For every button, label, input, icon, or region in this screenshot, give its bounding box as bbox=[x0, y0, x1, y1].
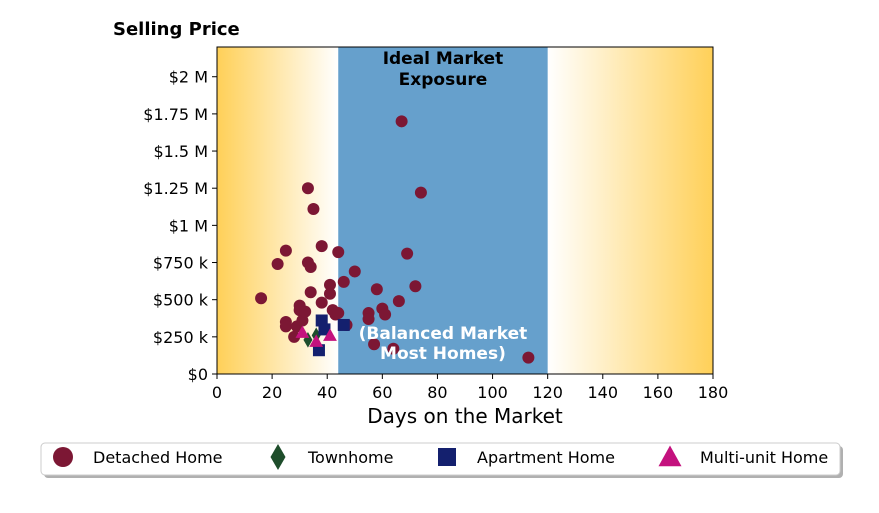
apartment-homepoint bbox=[318, 323, 331, 336]
detached-homepoint bbox=[368, 338, 381, 351]
legend-apartment-homelabel: Apartment Home bbox=[477, 448, 615, 467]
legend-multi-unit-homemarker bbox=[658, 445, 682, 467]
detached-homepoint bbox=[271, 258, 284, 271]
y-tick-label: $750 k bbox=[153, 254, 209, 273]
x-axis-title: Days on the Market bbox=[367, 404, 563, 428]
y-tick-label: $1.75 M bbox=[143, 105, 208, 124]
legend: Detached Home Townhome Apartment Home Multi… bbox=[40, 442, 843, 478]
x-axis: 0 20 40 60 80 100 120 140 160 180 bbox=[212, 374, 728, 402]
detached-homepoint bbox=[315, 240, 328, 253]
plot-frame bbox=[216, 46, 714, 375]
y-tick-label: $250 k bbox=[153, 328, 209, 347]
y-tick-label: $500 k bbox=[153, 291, 209, 310]
detached-homepoint bbox=[301, 182, 314, 195]
detached-homepoint bbox=[323, 287, 336, 300]
x-tick-label: 60 bbox=[372, 383, 392, 402]
apartment-homepoint bbox=[312, 344, 325, 357]
x-tick-label: 180 bbox=[698, 383, 729, 402]
apartment-homepoint bbox=[337, 318, 350, 331]
detached-homepoint bbox=[409, 280, 422, 293]
detached-homepoint bbox=[414, 186, 427, 199]
legend-multi-unit-homelabel: Multi-unit Home bbox=[700, 448, 828, 467]
y-tick-label: $2 M bbox=[169, 68, 208, 87]
annotation-balanced-line2: Most Homes) bbox=[380, 344, 506, 364]
detached-homepoint bbox=[332, 246, 345, 259]
detached-homepoint bbox=[522, 351, 535, 364]
detached-homepoint bbox=[299, 305, 312, 318]
legend-townhomemarker bbox=[270, 444, 286, 470]
detached-homepoint bbox=[337, 275, 350, 288]
legend-detached-homelabel: Detached Home bbox=[93, 448, 223, 467]
x-tick-label: 160 bbox=[643, 383, 674, 402]
detached-homepoint bbox=[379, 308, 392, 321]
detached-homepoint bbox=[315, 296, 328, 309]
detached-homepoint bbox=[370, 283, 383, 296]
detached-homepoint bbox=[332, 307, 345, 320]
detached-homepoint bbox=[392, 295, 405, 308]
x-tick-label: 100 bbox=[477, 383, 508, 402]
detached-homepoint bbox=[348, 265, 361, 278]
detached-homepoint bbox=[362, 313, 375, 326]
detached-homepoint bbox=[401, 247, 414, 260]
annotation-ideal-line1: Ideal Market bbox=[383, 49, 504, 69]
detached-homepoint bbox=[255, 292, 268, 305]
y-axis-title: Selling Price bbox=[113, 19, 240, 40]
x-tick-label: 80 bbox=[427, 383, 447, 402]
x-tick-label: 120 bbox=[532, 383, 563, 402]
detached-homepoint bbox=[307, 203, 320, 216]
annotation-balanced-line1: (Balanced Market bbox=[359, 324, 528, 344]
detached-homepoint bbox=[288, 330, 301, 343]
detached-homepoint bbox=[279, 320, 292, 333]
detached-homepoint bbox=[323, 278, 336, 291]
y-tick-label: $1.25 M bbox=[143, 179, 208, 198]
y-tick-label: $0 bbox=[188, 365, 208, 384]
legend-detached-homemarker bbox=[53, 447, 73, 467]
detached-homepoint bbox=[395, 115, 408, 128]
detached-homepoint bbox=[304, 260, 317, 273]
detached-homepoint bbox=[387, 342, 400, 355]
multi-unit-homepoint bbox=[295, 325, 310, 338]
x-tick-label: 140 bbox=[588, 383, 619, 402]
legend-apartment-homemarker bbox=[438, 448, 456, 466]
legend-townhomelabel: Townhome bbox=[307, 448, 393, 467]
y-tick-label: $1 M bbox=[169, 216, 208, 235]
x-tick-label: 0 bbox=[212, 383, 222, 402]
x-tick-label: 40 bbox=[317, 383, 337, 402]
multi-unit-homepoint bbox=[323, 328, 337, 341]
x-tick-label: 20 bbox=[262, 383, 282, 402]
y-axis: $0 $250 k $500 k $750 k $1 M $1.25 M $1.5 M $1.… bbox=[143, 68, 217, 384]
points-layer bbox=[255, 115, 535, 364]
detached-homepoint bbox=[279, 244, 292, 257]
right-gradient-band bbox=[547, 47, 713, 374]
detached-homepoint bbox=[304, 286, 317, 299]
y-tick-label: $1.5 M bbox=[153, 142, 208, 161]
annotation-ideal-line2: Exposure bbox=[399, 70, 488, 90]
multi-unit-homepoint bbox=[309, 334, 324, 347]
